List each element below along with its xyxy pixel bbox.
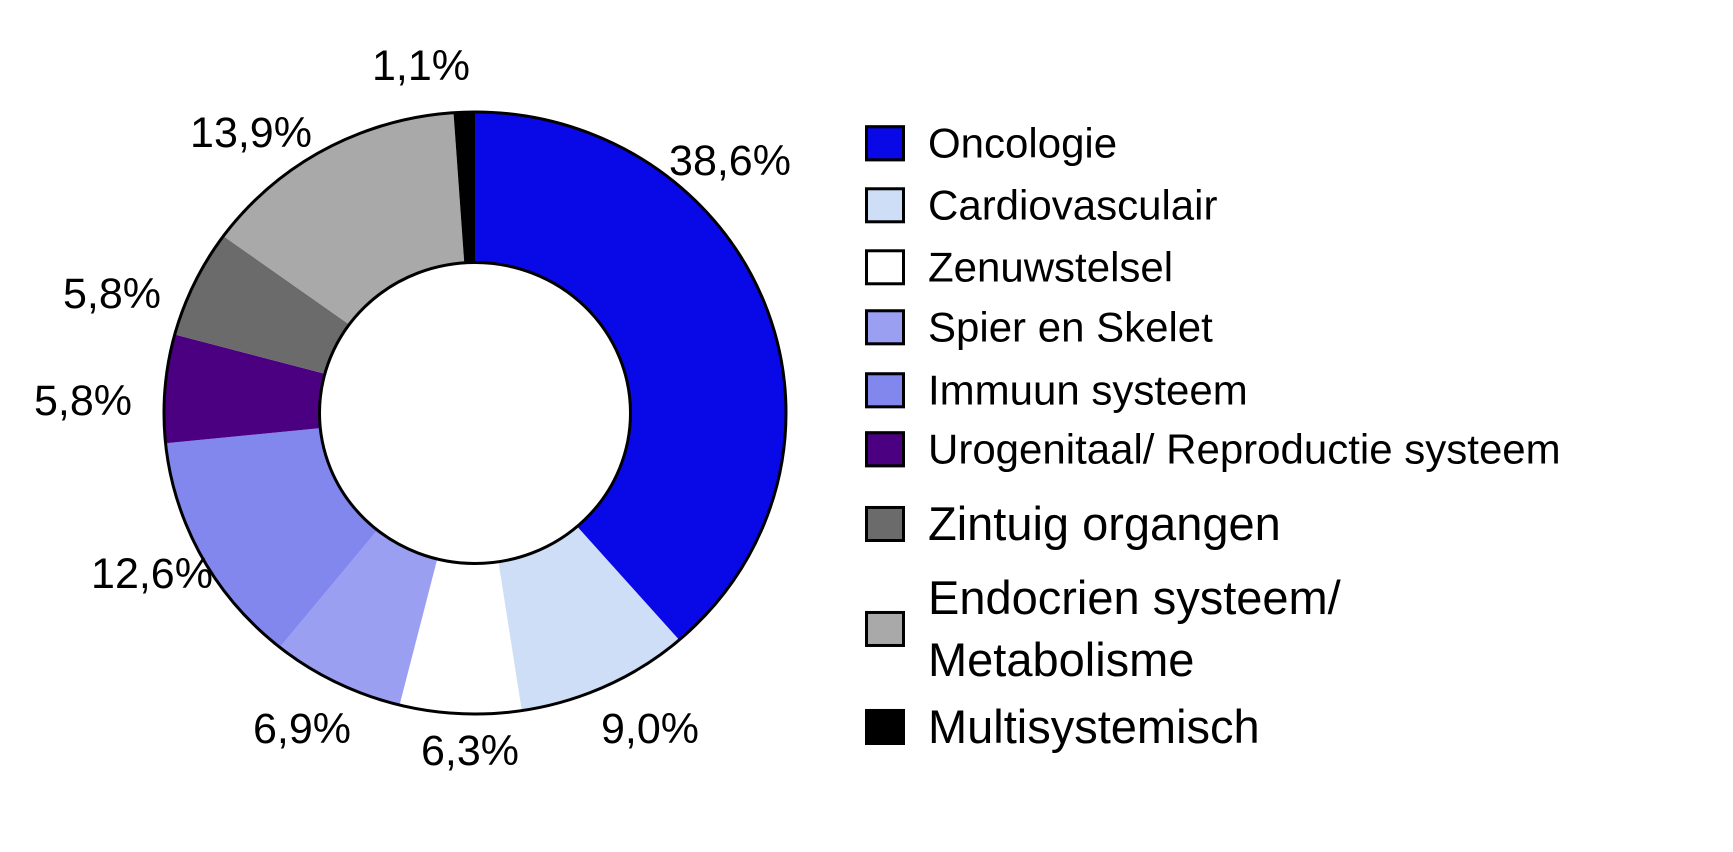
slice-zintuig-organgen [174, 236, 350, 374]
legend-label-zenuwstelsel: Zenuwstelsel [928, 243, 1174, 291]
legend-swatch-multisystemisch [865, 709, 905, 745]
slice-immuun-systeem [165, 428, 378, 648]
slice-multisystemisch [453, 112, 475, 263]
slice-label-endocrien-systeem-metabolisme: 13,9% [190, 109, 312, 157]
legend-item-zenuwstelsel: Zenuwstelsel [865, 239, 1173, 294]
legend-swatch-urogenitaal-reproductie-systeem [865, 431, 905, 467]
slice-label-zintuig-organgen: 5,8% [63, 270, 161, 318]
donut-inner-outline [318, 261, 632, 565]
legend-label-cardiovasculair: Cardiovasculair [928, 181, 1218, 229]
legend-item-multisystemisch: Multisystemisch [865, 696, 1260, 758]
slice-label-multisystemisch: 1,1% [372, 42, 470, 90]
legend-item-urogenitaal-reproductie-systeem: Urogenitaal/ Reproductie systeem [865, 421, 1561, 476]
legend-label-urogenitaal-reproductie-systeem: Urogenitaal/ Reproductie systeem [928, 425, 1561, 473]
slice-oncologie [475, 112, 787, 641]
legend-swatch-zintuig-organgen [865, 506, 905, 542]
legend-swatch-cardiovasculair [865, 187, 905, 223]
legend-swatch-zenuwstelsel [865, 249, 905, 285]
legend-label-multisystemisch: Multisystemisch [928, 699, 1260, 753]
slice-cardiovasculair [498, 526, 680, 711]
legend-item-spier-en-skelet: Spier en Skelet [865, 299, 1213, 354]
legend-label-immuun-systeem: Immuun systeem [928, 366, 1248, 414]
slice-zenuwstelsel [399, 559, 522, 714]
slice-label-zenuwstelsel: 6,3% [421, 727, 519, 775]
donut-outer-outline [162, 110, 788, 716]
legend-swatch-spier-en-skelet [865, 309, 905, 345]
slice-label-urogenitaal-reproductie-systeem: 5,8% [34, 377, 132, 425]
slice-urogenitaal-reproductie-systeem [163, 334, 325, 444]
legend-label-zintuig-organgen: Zintuig organgen [928, 496, 1281, 550]
slice-spier-en-skelet [279, 530, 438, 706]
legend-item-oncologie: Oncologie [865, 115, 1117, 170]
legend-swatch-endocrien-systeem-metabolisme [865, 611, 905, 647]
legend-item-zintuig-organgen: Zintuig organgen [865, 493, 1281, 555]
legend-item-cardiovasculair: Cardiovasculair [865, 177, 1217, 232]
slice-label-immuun-systeem: 12,6% [91, 550, 213, 598]
legend-label-spier-en-skelet: Spier en Skelet [928, 303, 1213, 351]
slice-label-cardiovasculair: 9,0% [601, 705, 699, 753]
legend-label-endocrien-systeem-metabolisme: Endocrien systeem/ Metabolisme [928, 570, 1341, 686]
slice-label-spier-en-skelet: 6,9% [253, 705, 351, 753]
legend-swatch-oncologie [865, 125, 905, 161]
legend-swatch-immuun-systeem [865, 372, 905, 408]
legend-item-immuun-systeem: Immuun systeem [865, 362, 1248, 417]
legend-label-oncologie: Oncologie [928, 119, 1118, 167]
legend-item-endocrien-systeem-metabolisme: Endocrien systeem/ Metabolisme [865, 567, 1341, 691]
slice-label-oncologie: 38,6% [669, 137, 791, 185]
slice-endocrien-systeem-metabolisme [223, 112, 465, 325]
